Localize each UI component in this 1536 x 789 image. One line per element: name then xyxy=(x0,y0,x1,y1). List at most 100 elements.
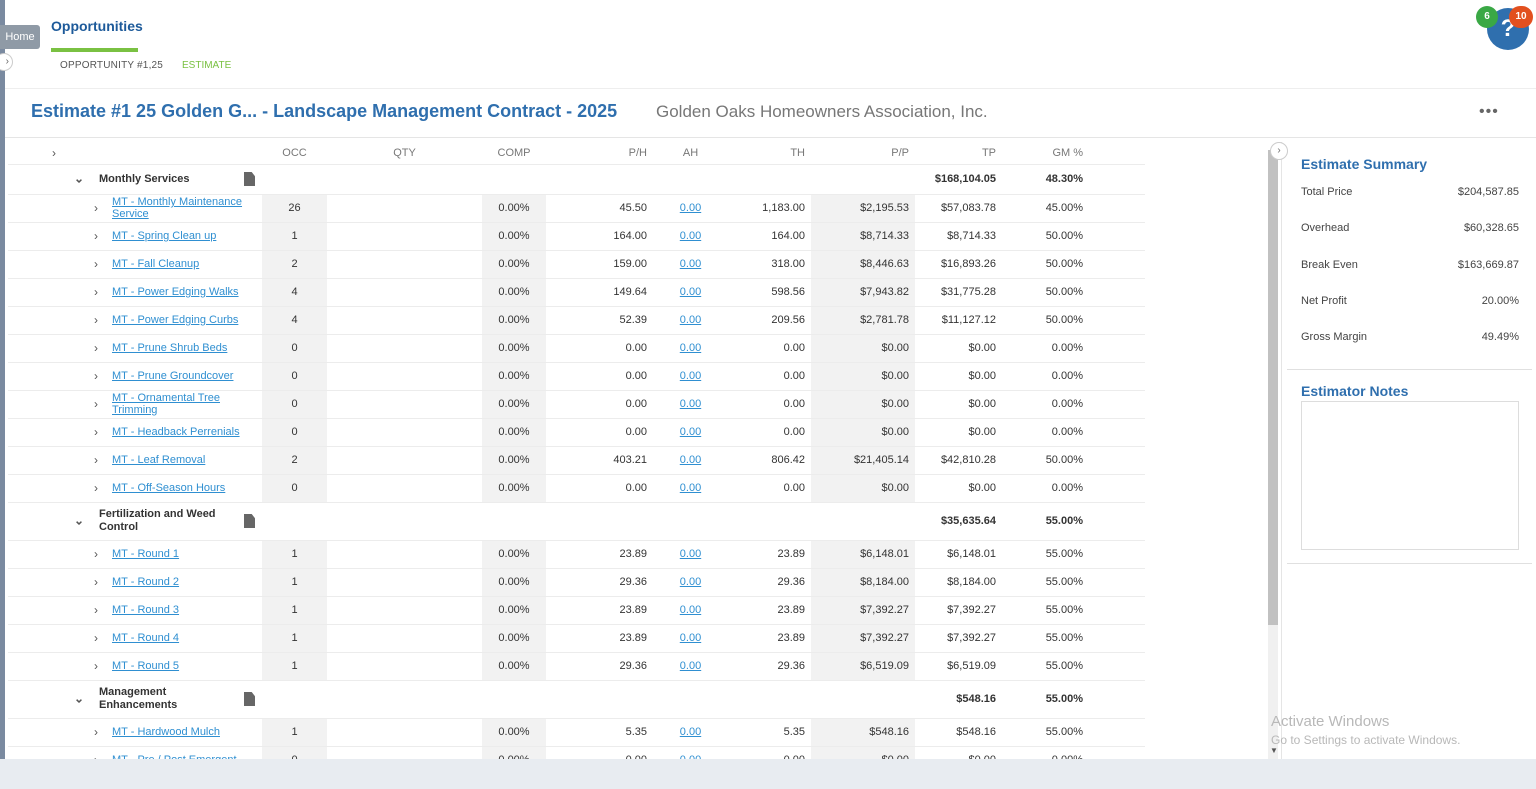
item-link[interactable]: MT - Prune Groundcover xyxy=(112,370,234,382)
ah-link[interactable]: 0.00 xyxy=(679,426,702,438)
qty-cell[interactable] xyxy=(327,418,482,447)
group-name[interactable]: ⌄ Monthly Services xyxy=(8,164,262,195)
chevron-down-icon[interactable]: ⌄ xyxy=(74,691,85,706)
chevron-right-icon[interactable]: › xyxy=(94,313,98,327)
comp-cell[interactable]: 0.00% xyxy=(482,306,546,335)
qty-cell[interactable] xyxy=(327,362,482,391)
comp-cell[interactable]: 0.00% xyxy=(482,718,546,747)
item-link[interactable]: MT - Round 4 xyxy=(112,632,180,644)
ah-link[interactable]: 0.00 xyxy=(679,482,702,494)
comp-cell[interactable]: 0.00% xyxy=(482,540,546,569)
breadcrumb-estimate[interactable]: ESTIMATE xyxy=(182,60,232,71)
item-link[interactable]: MT - Round 2 xyxy=(112,576,180,588)
qty-cell[interactable] xyxy=(327,474,482,503)
ah-link[interactable]: 0.00 xyxy=(679,370,702,382)
item-link[interactable]: MT - Monthly Maintenance Service xyxy=(112,196,243,220)
qty-cell[interactable] xyxy=(327,652,482,681)
group-name[interactable]: ⌄ Fertilization and Weed Control xyxy=(8,501,262,541)
item-link[interactable]: MT - Round 1 xyxy=(112,548,180,560)
occ-cell[interactable]: 0 xyxy=(262,474,327,503)
occ-cell[interactable]: 1 xyxy=(262,596,327,625)
ah-link[interactable]: 0.00 xyxy=(679,576,702,588)
comp-cell[interactable]: 0.00% xyxy=(482,418,546,447)
home-tab[interactable]: Home xyxy=(0,25,40,49)
item-link[interactable]: MT - Round 3 xyxy=(112,604,180,616)
comp-cell[interactable]: 0.00% xyxy=(482,194,546,223)
qty-cell[interactable] xyxy=(327,596,482,625)
qty-cell[interactable] xyxy=(327,568,482,597)
occ-cell[interactable]: 1 xyxy=(262,222,327,251)
chevron-right-icon[interactable]: › xyxy=(94,453,98,467)
occ-cell[interactable]: 4 xyxy=(262,306,327,335)
chevron-right-icon[interactable]: › xyxy=(94,725,98,739)
occ-cell[interactable]: 0 xyxy=(262,418,327,447)
item-link[interactable]: MT - Leaf Removal xyxy=(112,454,206,466)
comp-cell[interactable]: 0.00% xyxy=(482,250,546,279)
chevron-down-icon[interactable]: ⌄ xyxy=(74,513,85,528)
group-row[interactable]: ⌄ Monthly Services $168,104.05 48.30% xyxy=(8,164,1145,195)
comp-cell[interactable]: 0.00% xyxy=(482,568,546,597)
occ-cell[interactable]: 1 xyxy=(262,718,327,747)
notification-badge-green[interactable]: 6 xyxy=(1476,6,1498,28)
more-options-icon[interactable]: ••• xyxy=(1479,103,1499,120)
item-link[interactable]: MT - Ornamental Tree Trimming xyxy=(112,392,220,416)
document-icon[interactable] xyxy=(244,514,255,528)
comp-cell[interactable]: 0.00% xyxy=(482,362,546,391)
ah-link[interactable]: 0.00 xyxy=(679,632,702,644)
group-row[interactable]: ⌄ Fertilization and Weed Control $35,635.6… xyxy=(8,501,1145,541)
qty-cell[interactable] xyxy=(327,222,482,251)
ah-link[interactable]: 0.00 xyxy=(679,202,702,214)
item-link[interactable]: MT - Prune Shrub Beds xyxy=(112,342,228,354)
qty-cell[interactable] xyxy=(327,746,482,759)
ah-link[interactable]: 0.00 xyxy=(679,454,702,466)
chevron-right-icon[interactable]: › xyxy=(94,754,108,759)
estimator-notes-textarea[interactable] xyxy=(1301,401,1519,550)
comp-cell[interactable]: 0.00% xyxy=(482,278,546,307)
qty-cell[interactable] xyxy=(327,194,482,223)
chevron-right-icon[interactable]: › xyxy=(94,603,98,617)
chevron-right-icon[interactable]: › xyxy=(94,229,98,243)
breadcrumb-opportunity[interactable]: OPPORTUNITY #1,25 xyxy=(60,60,164,71)
document-icon[interactable] xyxy=(244,692,255,706)
chevron-right-icon[interactable]: › xyxy=(94,285,98,299)
chevron-right-icon[interactable]: › xyxy=(94,341,98,355)
comp-cell[interactable]: 0.00% xyxy=(482,222,546,251)
qty-cell[interactable] xyxy=(327,390,482,419)
qty-cell[interactable] xyxy=(327,718,482,747)
qty-cell[interactable] xyxy=(327,624,482,653)
qty-cell[interactable] xyxy=(327,334,482,363)
ah-link[interactable]: 0.00 xyxy=(679,286,702,298)
chevron-right-icon[interactable]: › xyxy=(94,575,98,589)
chevron-right-icon[interactable]: › xyxy=(94,547,98,561)
expand-all-icon[interactable]: › xyxy=(8,142,262,165)
occ-cell[interactable]: 26 xyxy=(262,194,327,223)
ah-link[interactable]: 0.00 xyxy=(679,314,702,326)
item-link[interactable]: MT - Spring Clean up xyxy=(112,230,217,242)
item-link[interactable]: MT - Headback Perrenials xyxy=(112,426,240,438)
comp-cell[interactable]: 0.00% xyxy=(482,596,546,625)
ah-link[interactable]: 0.00 xyxy=(679,660,702,672)
chevron-right-icon[interactable]: › xyxy=(94,481,98,495)
chevron-right-icon[interactable]: › xyxy=(94,397,98,411)
panel-collapse-icon[interactable]: › xyxy=(1270,142,1288,160)
chevron-right-icon[interactable]: › xyxy=(94,631,98,645)
scroll-down-arrow-icon[interactable]: ▼ xyxy=(1270,746,1278,755)
qty-cell[interactable] xyxy=(327,278,482,307)
group-name[interactable]: ⌄ Management Enhancements xyxy=(8,679,262,719)
document-icon[interactable] xyxy=(244,172,255,186)
ah-link[interactable]: 0.00 xyxy=(680,754,701,759)
occ-cell[interactable]: 4 xyxy=(262,278,327,307)
comp-cell[interactable]: 0.00% xyxy=(482,446,546,475)
occ-cell[interactable]: 0 xyxy=(262,334,327,363)
item-link[interactable]: MT - Power Edging Curbs xyxy=(112,314,239,326)
item-link[interactable]: MT - Power Edging Walks xyxy=(112,286,239,298)
item-link[interactable]: MT - Round 5 xyxy=(112,660,180,672)
qty-cell[interactable] xyxy=(327,306,482,335)
occ-cell[interactable]: 0 xyxy=(262,362,327,391)
ah-link[interactable]: 0.00 xyxy=(679,398,702,410)
chevron-down-icon[interactable]: ⌄ xyxy=(74,171,85,186)
scrollbar-thumb[interactable] xyxy=(1268,150,1278,625)
group-row[interactable]: ⌄ Management Enhancements $548.16 55.00% xyxy=(8,679,1145,719)
occ-cell[interactable]: 1 xyxy=(262,652,327,681)
occ-cell[interactable]: 0 xyxy=(262,390,327,419)
